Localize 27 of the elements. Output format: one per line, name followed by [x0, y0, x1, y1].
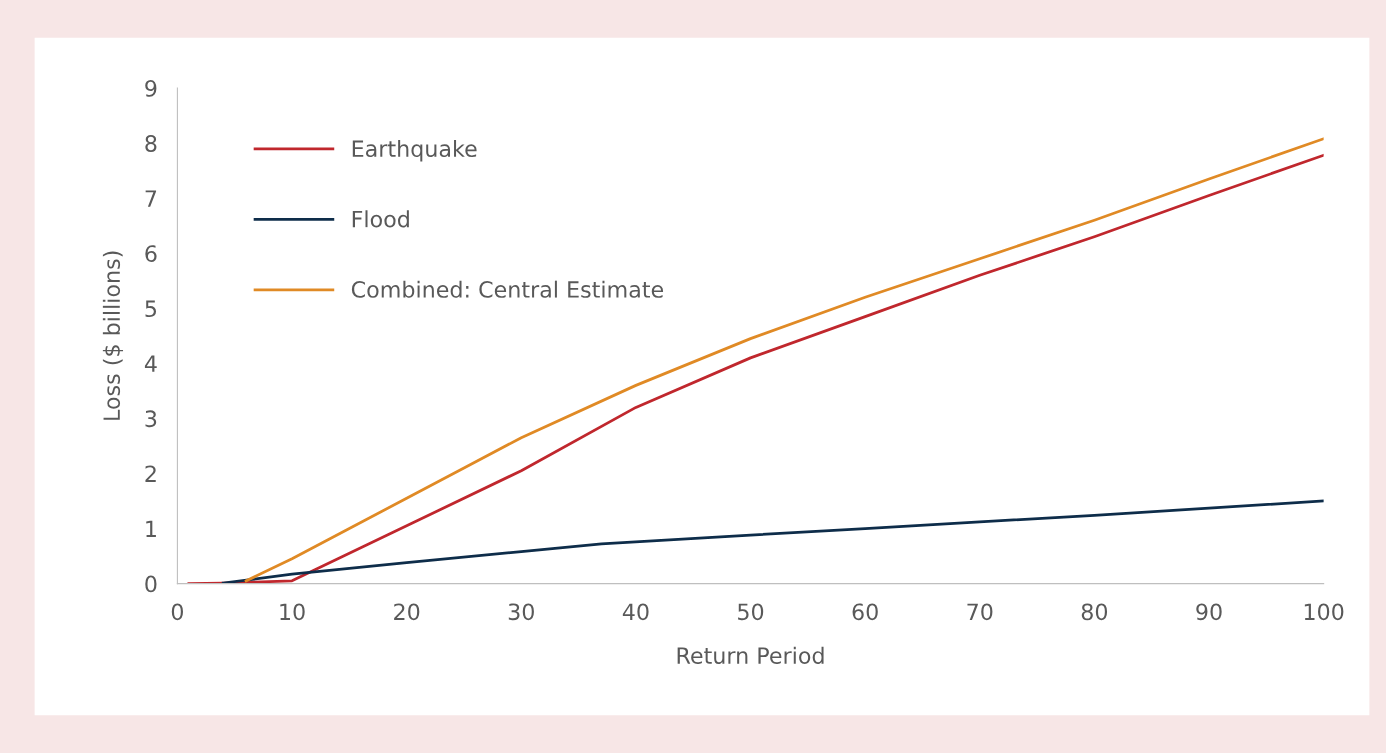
legend-label: Combined: Central Estimate: [351, 280, 664, 298]
x-tick-label: 70: [967, 603, 993, 621]
legend-label: Earthquake: [352, 139, 477, 162]
line-series: [221, 499, 1324, 584]
x-tick-label: 60: [852, 603, 878, 621]
x-tick-label: 100: [1304, 603, 1344, 621]
y-tick-label: 3: [145, 410, 157, 428]
x-tick-label: 90: [1196, 603, 1222, 621]
y-tick-label: 0: [145, 575, 157, 593]
x-tick-label: 50: [738, 603, 764, 621]
y-tick-label: 5: [145, 300, 157, 318]
x-tick-label: 0: [171, 603, 183, 621]
x-tick-label: 30: [508, 603, 534, 621]
y-tick-label: 8: [145, 135, 157, 152]
x-tick-label: 80: [1081, 603, 1108, 621]
y-tick-label: 6: [145, 245, 157, 263]
y-tick-label: 9: [145, 80, 157, 97]
x-tick-label: 10: [280, 603, 305, 621]
x-tick-label: 40: [622, 603, 649, 621]
x-tick-label: 20: [394, 603, 420, 621]
legend-label: Flood: [352, 210, 409, 228]
y-tick-label: 7: [145, 190, 157, 207]
y-tick-label: 2: [145, 465, 156, 482]
y-tick-label: 4: [144, 355, 157, 372]
x-axis-title: Return Period: [677, 646, 824, 664]
y-tick-label: 1: [146, 520, 156, 537]
y-axis-title: Loss ($ billions): [102, 251, 124, 420]
